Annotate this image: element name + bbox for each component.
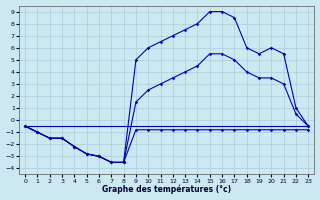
X-axis label: Graphe des températures (°c): Graphe des températures (°c) bbox=[102, 185, 231, 194]
